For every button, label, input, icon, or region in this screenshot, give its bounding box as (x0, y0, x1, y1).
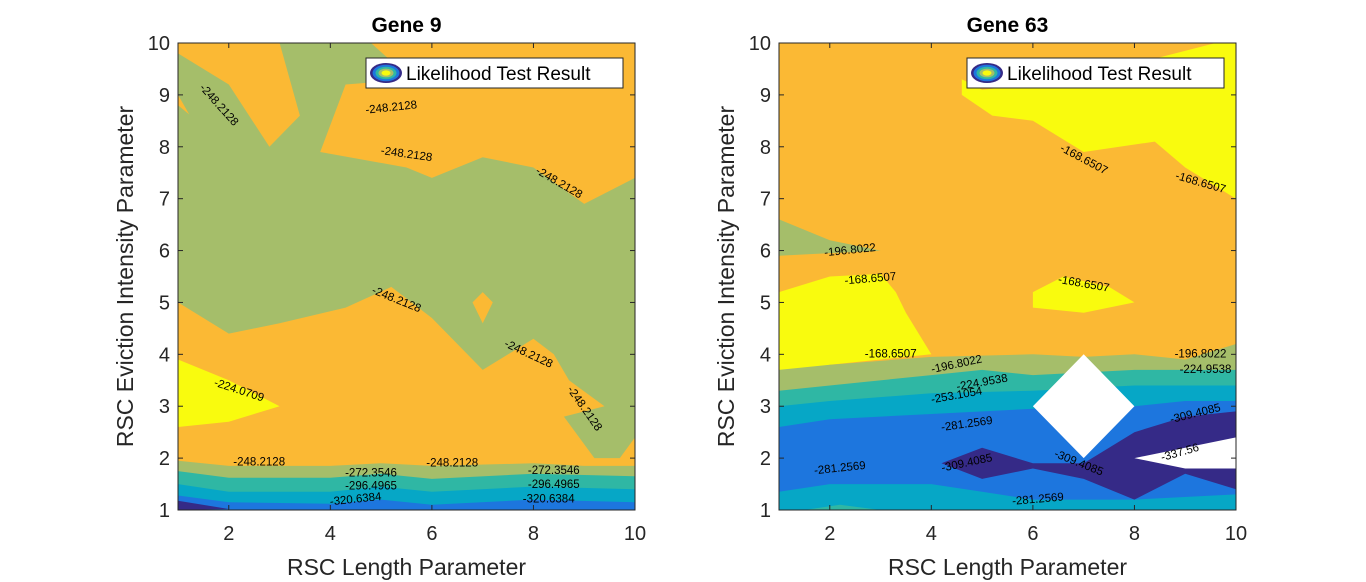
contour-region-olive (178, 43, 635, 459)
legend: Likelihood Test Result (365, 57, 624, 89)
axes-frame (778, 42, 1237, 511)
x-tick-label: 2 (223, 523, 234, 545)
x-tick-label: 4 (325, 523, 336, 545)
contour-plot-2: -168.6507-168.6507-196.8022-168.6507 -168… (713, 14, 1247, 580)
contour-plot-1: -248.2128 -248.2128-248.2128-248.2128-248… (112, 14, 646, 580)
contour-label: -168.6507 (844, 271, 897, 287)
contour-region-navy (941, 411, 1236, 500)
y-tick-label: 7 (760, 189, 771, 211)
x-axis-label: RSC Length Parameter (287, 554, 526, 580)
contour-label: -320.6384 (329, 491, 382, 508)
y-tick-label: 10 (148, 33, 170, 55)
y-tick-label: 4 (760, 344, 771, 366)
contour-region-orange (472, 292, 493, 324)
contour-label: -224.9538 (1180, 364, 1232, 376)
y-tick-label: 9 (760, 85, 771, 107)
legend-label: Likelihood Test Result (1007, 64, 1192, 85)
y-tick-label: 5 (159, 292, 170, 314)
y-tick-label: 8 (159, 137, 170, 159)
contour-region-yellow (779, 273, 932, 376)
contour-label: -296.4965 (528, 479, 580, 491)
contour-label: -272.3546 (345, 468, 397, 480)
x-tick-label: 8 (528, 523, 539, 545)
contour-label: -272.3546 (528, 465, 580, 477)
y-tick-label: 1 (159, 500, 170, 522)
y-tick-label: 10 (749, 33, 771, 55)
legend-box (365, 57, 624, 89)
contour-region-navy (178, 500, 229, 510)
y-tick-label: 1 (760, 500, 771, 522)
y-tick-label: 3 (760, 396, 771, 418)
contour-region-white (1032, 354, 1135, 459)
x-tick-label: 10 (624, 523, 646, 545)
x-tick-label: 2 (824, 523, 835, 545)
contour-label: -248.2128 (426, 457, 478, 469)
axes-frame (177, 42, 636, 511)
legend: Likelihood Test Result (966, 57, 1225, 89)
legend-label: Likelihood Test Result (406, 64, 591, 85)
contour-region-teal (804, 504, 881, 510)
contour-region-olive (779, 219, 881, 256)
contour-region-white (1134, 437, 1236, 469)
y-tick-label: 7 (159, 189, 170, 211)
contour-label: -281.2569 (1012, 491, 1065, 507)
x-tick-label: 4 (926, 523, 937, 545)
x-tick-label: 6 (1027, 523, 1038, 545)
x-tick-label: 10 (1225, 523, 1247, 545)
x-tick-label: 8 (1129, 523, 1140, 545)
y-tick-label: 8 (760, 137, 771, 159)
contour-region-yellow (1032, 276, 1135, 313)
chart-title: Gene 63 (967, 14, 1049, 37)
y-axis-label: RSC Eviction Intensity Parameter (112, 106, 138, 448)
contour-label: -168.6507 (865, 348, 917, 360)
y-axis-label: RSC Eviction Intensity Parameter (713, 106, 739, 448)
contour-label: -196.8022 (824, 242, 877, 259)
contour-label: -196.8022 (1175, 348, 1227, 360)
contour-label: -296.4965 (345, 481, 397, 493)
y-tick-label: 2 (760, 448, 771, 470)
legend-contour-icon (381, 70, 391, 76)
x-axis-label: RSC Length Parameter (888, 554, 1127, 580)
legend-contour-icon (982, 70, 992, 76)
x-tick-label: 6 (426, 523, 437, 545)
contour-region-cyan (779, 484, 1236, 510)
chart-title: Gene 9 (371, 14, 441, 37)
contour-label: -281.2569 (814, 460, 867, 477)
y-tick-label: 3 (159, 396, 170, 418)
legend-box (966, 57, 1225, 89)
contour-label: -320.6384 (523, 494, 575, 506)
y-tick-label: 2 (159, 448, 170, 470)
y-tick-label: 4 (159, 344, 170, 366)
contour-region-blue (178, 495, 635, 510)
contour-label: -248.2128 (365, 99, 418, 116)
contour-label: -248.2128 (233, 456, 285, 468)
y-tick-label: 6 (760, 241, 771, 263)
y-tick-label: 9 (159, 85, 170, 107)
contour-region-yellow (178, 359, 280, 427)
y-tick-label: 5 (760, 292, 771, 314)
y-tick-label: 6 (159, 241, 170, 263)
